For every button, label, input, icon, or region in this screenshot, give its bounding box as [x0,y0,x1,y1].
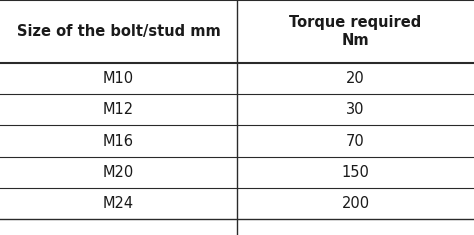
Text: Size of the bolt/stud mm: Size of the bolt/stud mm [17,24,220,39]
Text: M16: M16 [103,133,134,149]
Text: 70: 70 [346,133,365,149]
Text: 30: 30 [346,102,365,117]
Text: M12: M12 [103,102,134,117]
Text: 150: 150 [342,165,369,180]
Text: M24: M24 [103,196,134,211]
Text: 20: 20 [346,71,365,86]
Text: 200: 200 [341,196,370,211]
Text: M10: M10 [103,71,134,86]
Text: M20: M20 [103,165,134,180]
Text: Torque required
Nm: Torque required Nm [289,15,422,48]
